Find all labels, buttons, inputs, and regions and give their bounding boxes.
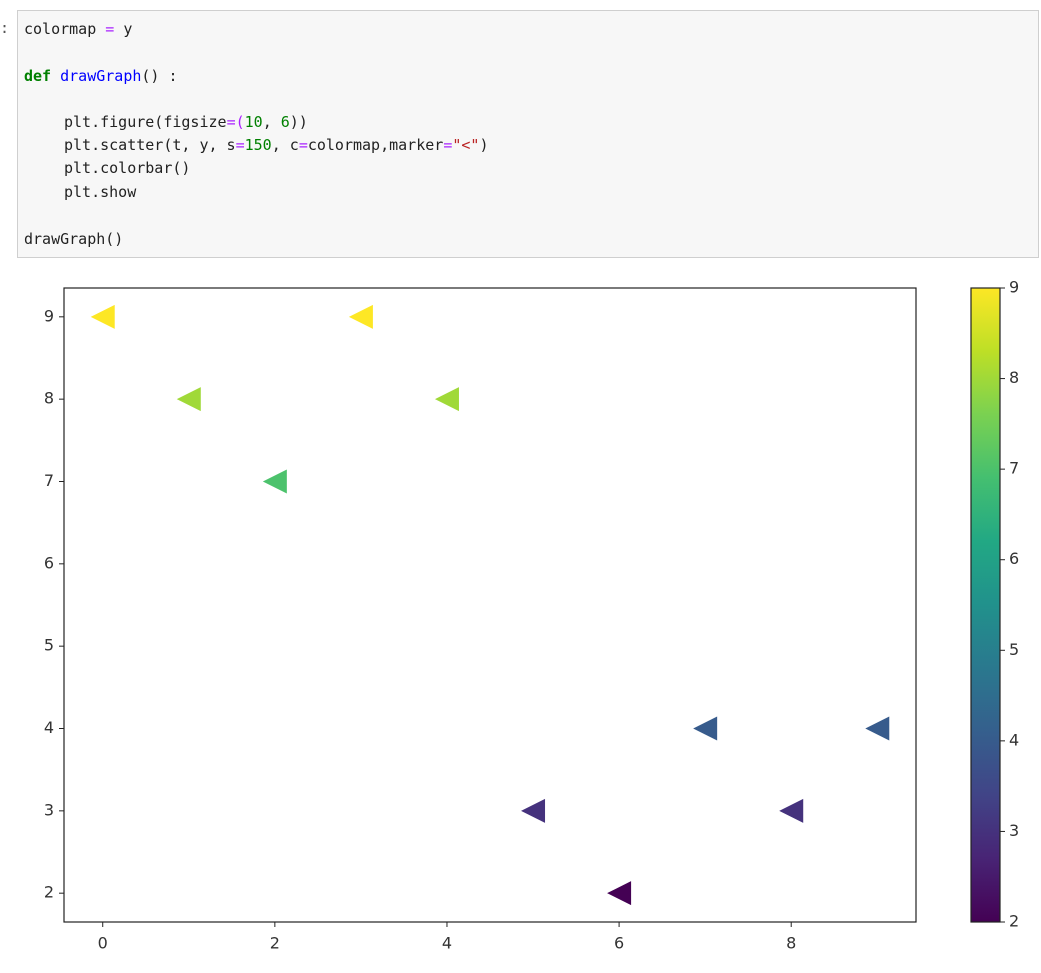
code-line: colormap = y	[24, 20, 132, 38]
token: 150	[244, 136, 272, 154]
marker	[90, 304, 115, 329]
token: ))	[289, 113, 308, 131]
code-line: drawGraph()	[24, 230, 123, 248]
marker	[607, 881, 632, 906]
token: =	[105, 20, 115, 38]
token: drawGraph	[51, 67, 142, 85]
token: colormap,marker	[307, 136, 444, 154]
token: 6	[280, 113, 290, 131]
y-tick-label: 4	[44, 718, 54, 737]
code-cell[interactable]: colormap = y def drawGraph() : plt.figur…	[17, 10, 1039, 258]
colorbar-tick-label: 7	[1009, 459, 1019, 478]
token: )	[479, 136, 489, 154]
colorbar-tick-label: 9	[1009, 278, 1019, 297]
marker	[176, 387, 201, 412]
code-line: plt.colorbar()	[64, 159, 190, 177]
token: =	[298, 136, 308, 154]
marker	[348, 304, 373, 329]
token: def	[24, 67, 52, 85]
y-tick-label: 5	[44, 636, 54, 655]
colorbar-tick-label: 6	[1009, 549, 1019, 568]
colorbar-tick-label: 3	[1009, 821, 1019, 840]
y-tick-label: 3	[44, 800, 54, 819]
marker	[434, 387, 459, 412]
token: 10	[244, 113, 263, 131]
token: y	[114, 20, 133, 38]
token: plt.figure(figsize	[64, 113, 227, 131]
marker	[521, 798, 546, 823]
y-tick-label: 8	[44, 389, 54, 408]
marker	[865, 716, 890, 741]
x-tick-label: 2	[270, 934, 280, 953]
y-tick-label: 7	[44, 471, 54, 490]
code-line: plt.show	[64, 183, 136, 201]
y-tick-label: 6	[44, 553, 54, 572]
code-line: plt.figure(figsize=(10, 6))	[64, 113, 308, 131]
marker	[779, 798, 804, 823]
colorbar	[970, 287, 1001, 923]
token: "<"	[452, 136, 480, 154]
colorbar-tick-label: 4	[1009, 730, 1019, 749]
token: colormap	[24, 20, 106, 38]
x-tick-label: 4	[442, 934, 452, 953]
token: () :	[141, 67, 178, 85]
code-line: def drawGraph() :	[24, 67, 178, 85]
token: , c	[271, 136, 299, 154]
token: =	[443, 136, 453, 154]
y-tick-label: 2	[44, 883, 54, 902]
prompt: :	[0, 19, 10, 37]
plot-area	[63, 287, 917, 923]
marker	[262, 469, 287, 494]
y-tick-label: 9	[44, 306, 54, 325]
token: =(	[226, 113, 245, 131]
token: plt.colorbar()	[64, 159, 191, 177]
x-tick-label: 8	[786, 934, 796, 953]
x-tick-label: 6	[614, 934, 624, 953]
x-tick-label: 0	[98, 934, 108, 953]
token: ,	[262, 113, 281, 131]
marker	[693, 716, 718, 741]
colorbar-tick-label: 2	[1009, 912, 1019, 931]
colorbar-tick-label: 5	[1009, 640, 1019, 659]
code-line: plt.scatter(t, y, s=150, c=colormap,mark…	[64, 136, 488, 154]
token: drawGraph()	[24, 230, 124, 248]
token: plt.scatter(t, y, s	[64, 136, 236, 154]
colorbar-tick-label: 8	[1009, 368, 1019, 387]
token: =	[235, 136, 245, 154]
token: plt.show	[64, 183, 137, 201]
